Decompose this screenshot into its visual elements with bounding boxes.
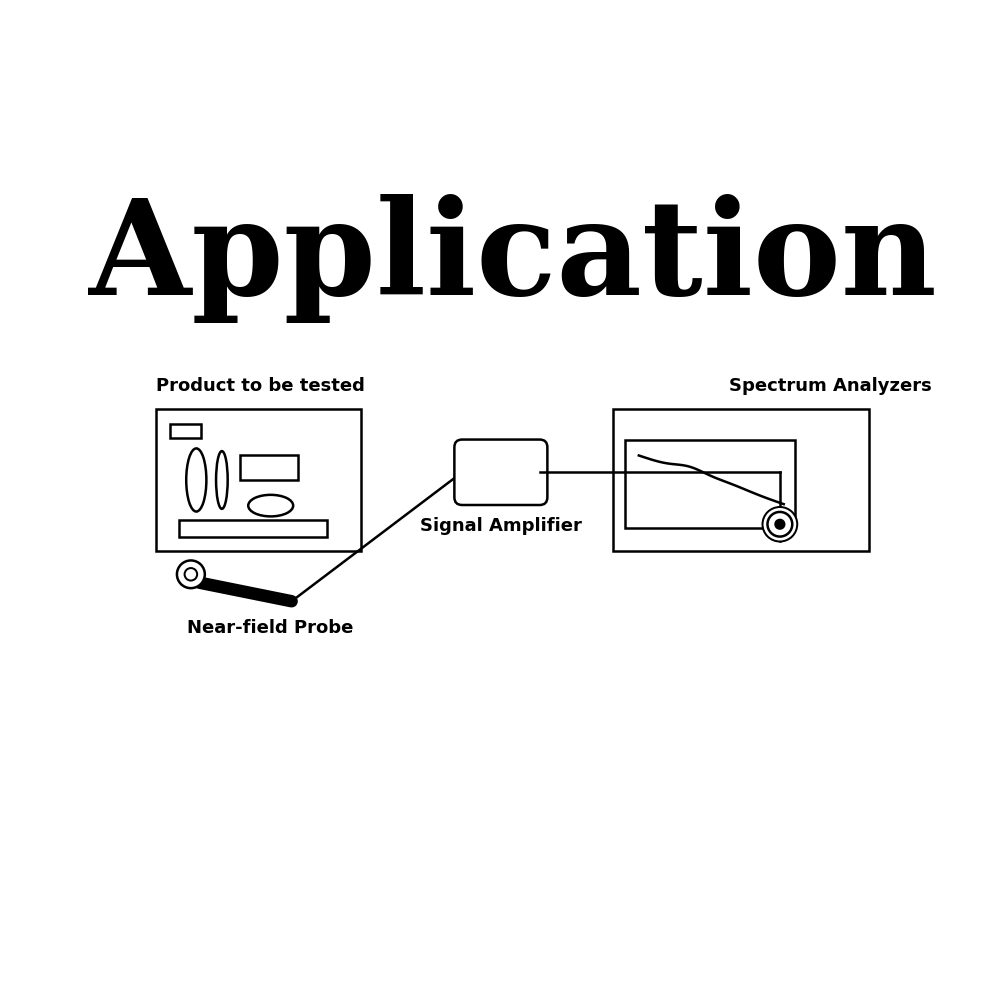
Circle shape xyxy=(185,568,197,581)
FancyBboxPatch shape xyxy=(156,409,361,551)
FancyBboxPatch shape xyxy=(625,440,795,528)
Text: Application: Application xyxy=(89,194,936,323)
FancyBboxPatch shape xyxy=(170,424,201,438)
Circle shape xyxy=(177,560,205,588)
FancyBboxPatch shape xyxy=(240,455,298,480)
FancyBboxPatch shape xyxy=(613,409,869,551)
Text: Near-field Probe: Near-field Probe xyxy=(187,619,353,637)
FancyBboxPatch shape xyxy=(454,440,547,505)
Circle shape xyxy=(763,507,797,541)
Ellipse shape xyxy=(186,448,206,512)
FancyBboxPatch shape xyxy=(179,520,326,537)
Text: Signal Amplifier: Signal Amplifier xyxy=(420,517,582,535)
Circle shape xyxy=(776,520,784,529)
Circle shape xyxy=(767,512,792,537)
Text: Product to be tested: Product to be tested xyxy=(156,377,365,395)
Ellipse shape xyxy=(216,451,228,509)
Text: Spectrum Analyzers: Spectrum Analyzers xyxy=(729,377,932,395)
Ellipse shape xyxy=(248,495,293,516)
